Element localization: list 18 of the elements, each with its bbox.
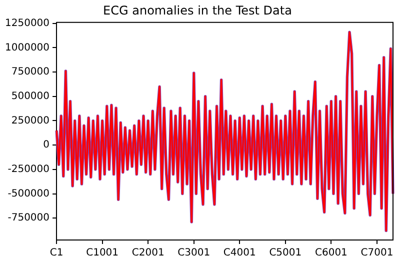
- y-tick-label: 1250000: [4, 18, 50, 29]
- y-tick-label: 0: [43, 140, 50, 151]
- y-tick-label: 250000: [11, 115, 50, 126]
- y-tick-label: 750000: [11, 66, 50, 78]
- x-tick-label: C1001: [86, 248, 119, 259]
- y-tick-label: 500000: [11, 90, 50, 102]
- chart-title: ECG anomalies in the Test Data: [103, 3, 292, 18]
- x-tick-label: C4001: [223, 248, 256, 259]
- y-tick-label: -250000: [8, 164, 50, 176]
- y-tick-label: -500000: [8, 188, 50, 200]
- x-tick-label: C2001: [132, 248, 164, 259]
- x-tick-label: C7001: [360, 248, 394, 259]
- x-tick-label: C3001: [178, 248, 210, 259]
- x-tick-label: C1: [50, 248, 64, 259]
- y-tick-label: -750000: [8, 212, 50, 224]
- x-tick-label: C5001: [269, 248, 302, 259]
- y-tick-label: 1000000: [4, 42, 50, 54]
- x-tick-label: C6001: [314, 248, 348, 259]
